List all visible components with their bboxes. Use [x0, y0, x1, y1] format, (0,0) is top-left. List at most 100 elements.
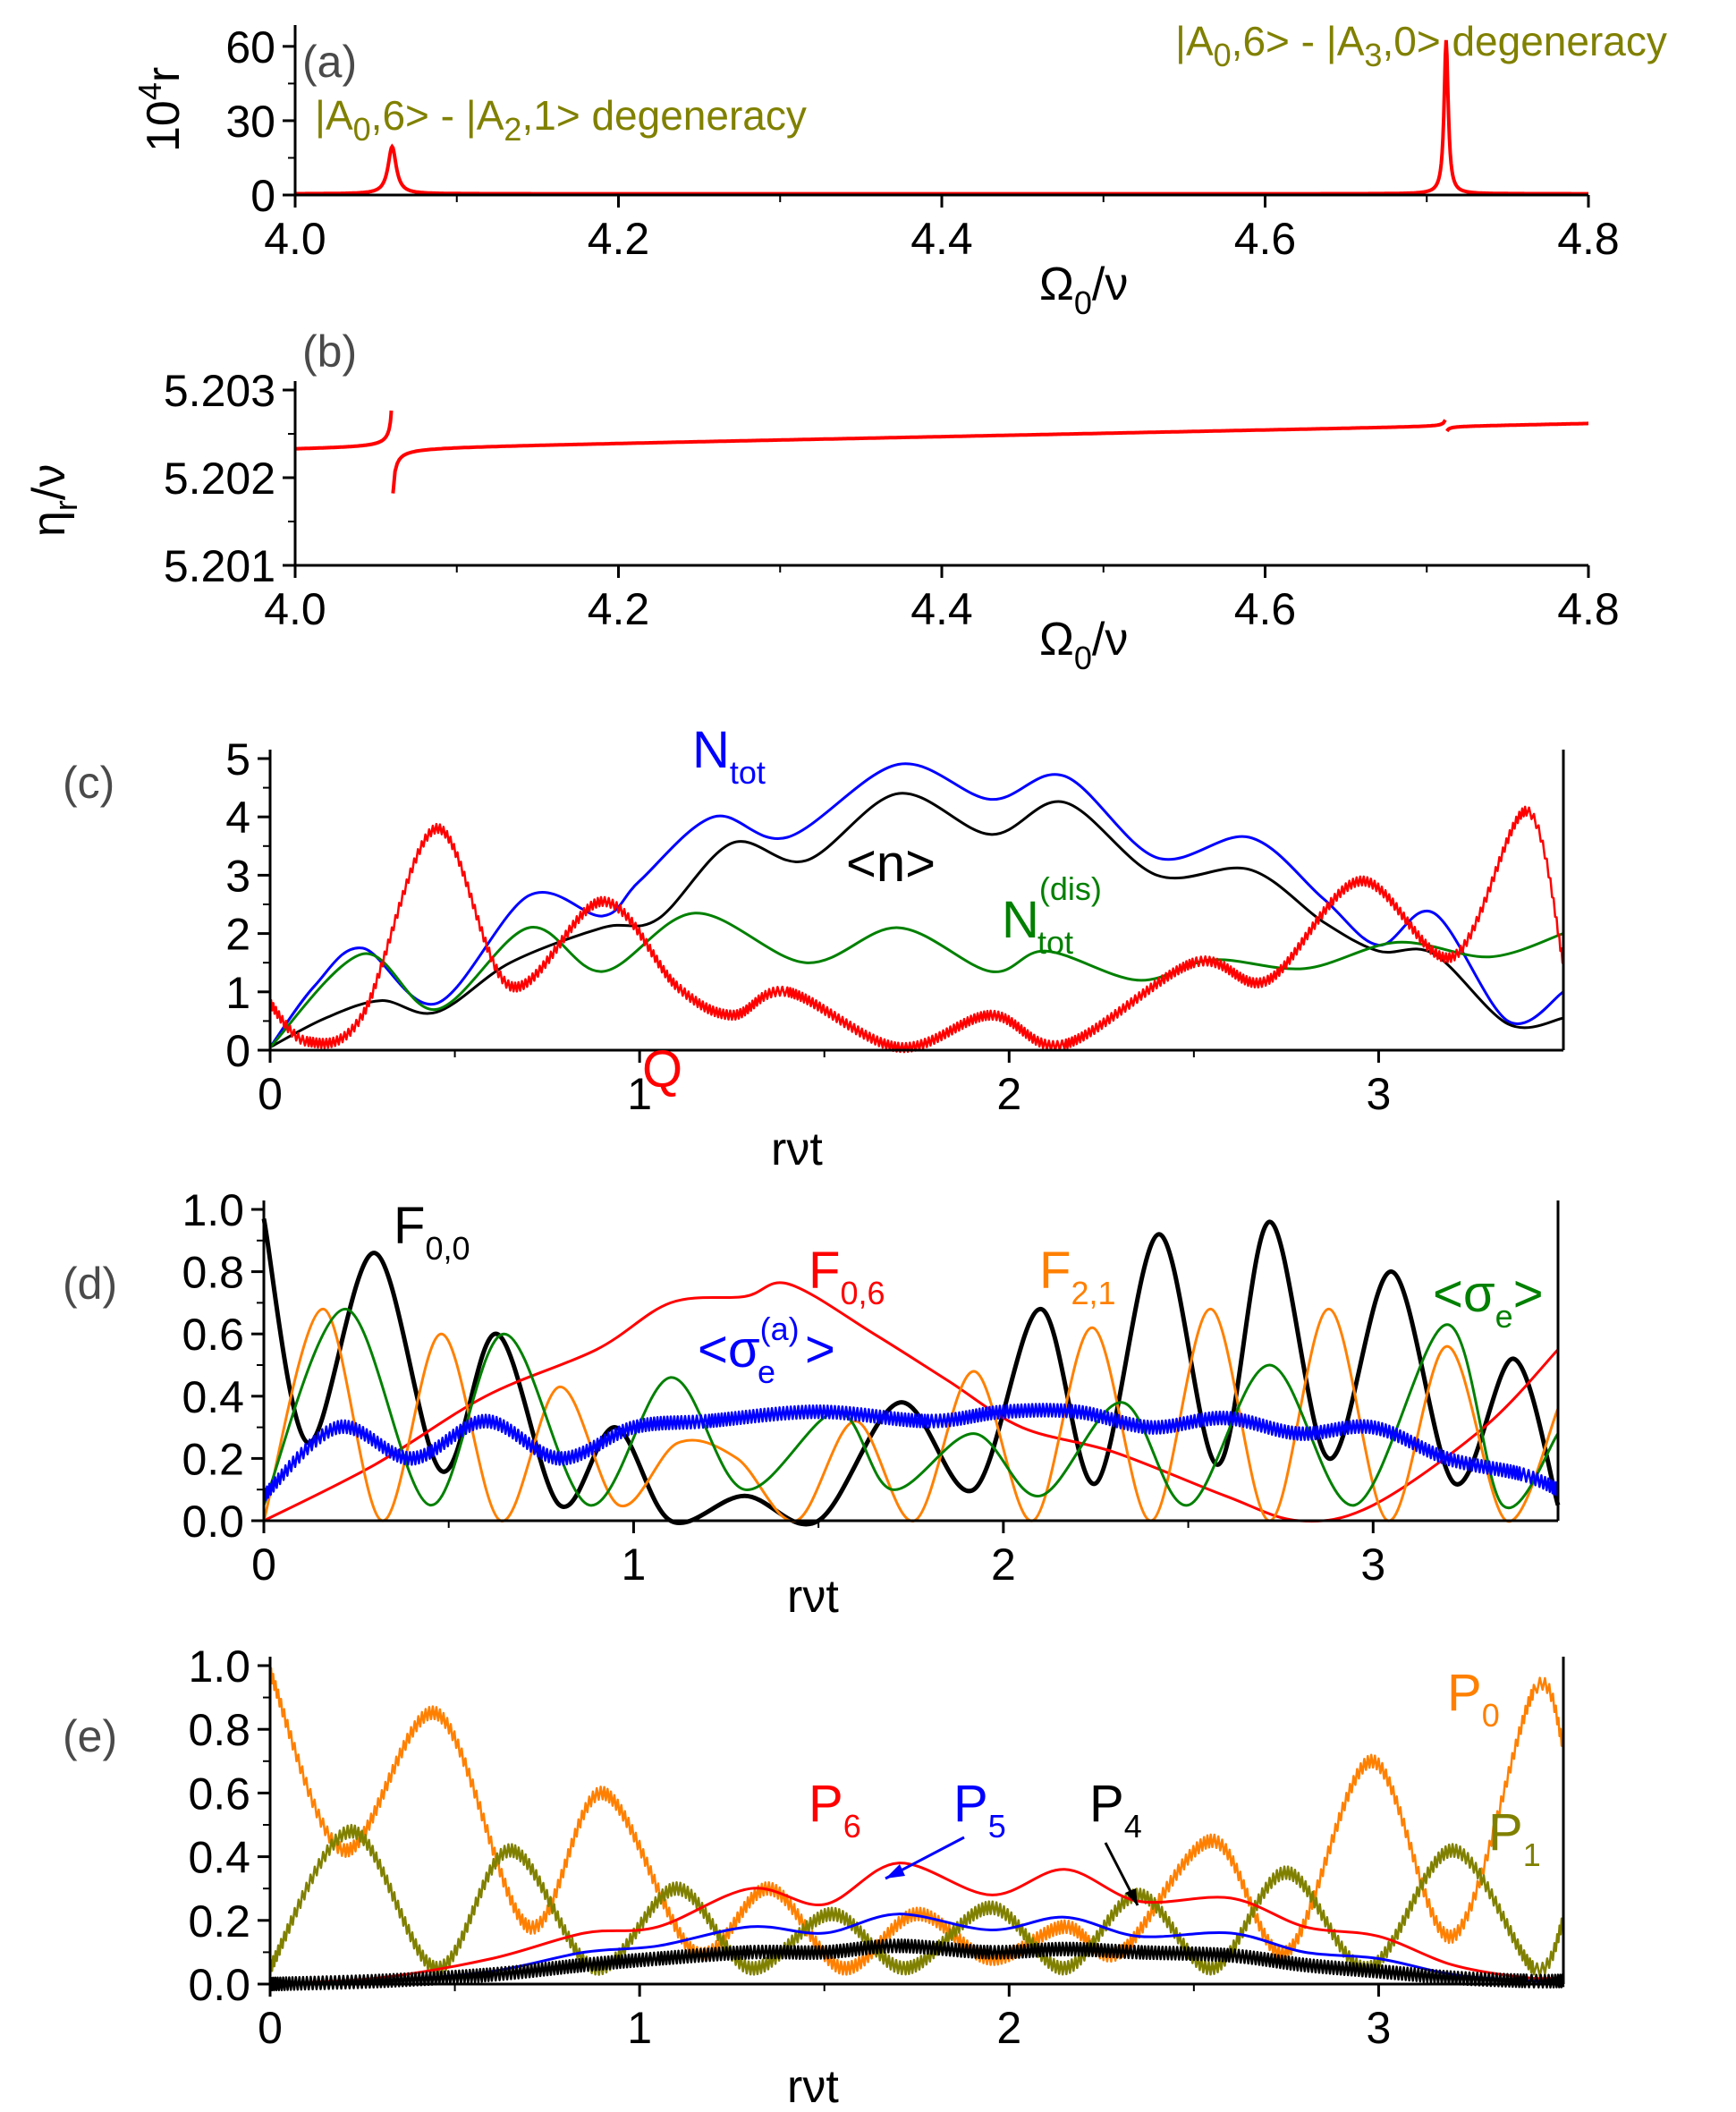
panel-c-series	[268, 762, 1565, 1054]
y-tick-label: 4	[225, 793, 250, 843]
x-tick-label: 2	[991, 1539, 1016, 1590]
panel-a-ylabel: 104r	[131, 67, 190, 152]
x-tick-label: 3	[1360, 1539, 1385, 1590]
y-tick-label: 0.8	[182, 1248, 244, 1298]
y-tick-label: 1.0	[182, 1185, 244, 1235]
y-tick-label: 0.4	[188, 1833, 250, 1883]
legend-p-4: P4	[1089, 1775, 1142, 1845]
y-tick-label: 5.202	[164, 454, 275, 504]
series-n-mean	[269, 792, 1564, 1049]
legend-f-0-6: F0,6	[809, 1242, 885, 1311]
x-tick-label: 4.2	[588, 214, 650, 264]
series-eta-r-segment-1	[391, 419, 1447, 494]
annotation-degeneracy-a0-6-a2-1: |A0,6> - |A2,1> degeneracy	[315, 92, 807, 148]
x-tick-label: 0	[258, 2003, 283, 2053]
x-tick-label: 4.6	[1234, 214, 1297, 264]
panel-e-xlabel: rνt	[787, 2061, 839, 2112]
panel-c: (c) 0 1 2 3 0 1 2 3 4 5 rνt Ntot <n> N(dis) tot Q	[63, 721, 1565, 1175]
annotation-degeneracy-a0-6-a3-0: |A0,6> - |A3,0> degeneracy	[1175, 18, 1667, 73]
y-tick-label: 5.201	[164, 541, 275, 591]
series-f-2-1	[262, 1307, 1560, 1523]
x-tick-label: 2	[996, 1069, 1021, 1119]
x-tick-label: 1	[622, 1539, 647, 1590]
panel-e: (e) 0 1 2 30.00.20.40.60.81.0 rνt P0 P1 P6 …	[63, 1641, 1565, 2112]
series-eta-r-segment-0	[294, 410, 394, 451]
series-f-0-0	[261, 1217, 1561, 1527]
series-eta-r-segment-2	[1445, 421, 1588, 433]
series-p-1	[268, 1823, 1565, 1978]
legend-p-1: P1	[1488, 1803, 1541, 1873]
series-p-6	[269, 1862, 1564, 1986]
legend-p-5: P5	[953, 1775, 1006, 1845]
y-tick-label: 60	[225, 22, 275, 72]
x-tick-label: 4.4	[910, 214, 973, 264]
series-q	[268, 805, 1565, 1054]
y-tick-label: 30	[225, 97, 275, 147]
x-tick-label: 4.0	[264, 214, 326, 264]
legend-n-mean: <n>	[846, 835, 936, 893]
y-tick-label: 0.6	[188, 1768, 250, 1819]
panel-b-xlabel: Ω0/ν	[1039, 614, 1128, 676]
y-tick-label: 0.6	[182, 1310, 244, 1360]
panel-d-xlabel: rνt	[787, 1571, 839, 1623]
series-p-4	[268, 1938, 1565, 1992]
y-tick-label: 0.0	[182, 1497, 244, 1547]
x-tick-label: 4.6	[1234, 584, 1297, 634]
panel-d-axes: 0 1 2 3 0.0 0.2 0.4 0.6 0.8 1.0	[182, 1185, 1560, 1590]
y-tick-label: 0.0	[188, 1960, 250, 2010]
legend-q: Q	[642, 1040, 682, 1098]
y-tick-label: 1.0	[188, 1641, 250, 1692]
panel-a-label: (a)	[302, 37, 357, 87]
y-tick-label: 2	[225, 910, 250, 960]
panel-e-axes: 0 1 2 3 0.0 0.2 0.4 0.6 0.8 1.0	[188, 1641, 1565, 2053]
panel-c-label: (c)	[63, 758, 114, 808]
panel-a-axes: 4.0 4.2 4.4 4.6 4.8 0 30 60	[225, 22, 1619, 264]
y-tick-label: 0.8	[188, 1705, 250, 1755]
panel-e-series	[268, 1667, 1565, 1992]
y-tick-label: 1	[225, 968, 250, 1018]
y-tick-label: 0.4	[182, 1372, 244, 1422]
legend-f-0-0: F0,0	[394, 1197, 470, 1267]
x-tick-label: 3	[1367, 2003, 1392, 2053]
x-tick-label: 1	[627, 1069, 652, 1119]
panel-d-series	[261, 1217, 1561, 1527]
series-p-0	[268, 1667, 1565, 1976]
y-tick-label: 0.2	[182, 1434, 244, 1484]
legend-p-6: P6	[809, 1775, 861, 1845]
x-tick-label: 2	[996, 2003, 1021, 2053]
panel-a-xlabel: Ω0/ν	[1039, 259, 1128, 321]
y-tick-label: 0.2	[188, 1896, 250, 1947]
panel-b-ylabel: ηr/ν	[23, 464, 84, 537]
legend-p-0: P0	[1447, 1664, 1500, 1734]
legend-n-tot: Ntot	[692, 721, 766, 791]
p5-pointer-arrowhead	[885, 1864, 905, 1879]
y-tick-label: 0	[250, 171, 275, 221]
series-sigma-e-a	[262, 1403, 1560, 1503]
panel-d-label: (d)	[63, 1259, 117, 1309]
panel-c-axes: 0 1 2 3 0 1 2 3 4 5	[225, 734, 1565, 1119]
legend-n-tot-dis: N(dis) tot	[1002, 870, 1102, 961]
x-tick-label: 0	[251, 1539, 276, 1590]
legend-sigma-e: <σe>	[1433, 1265, 1544, 1335]
legend-f-2-1: F2,1	[1039, 1242, 1115, 1311]
panel-b-series	[294, 410, 1588, 494]
x-tick-label: 4.2	[588, 584, 650, 634]
y-tick-label: 0	[225, 1026, 250, 1076]
series-n-tot	[268, 762, 1564, 1048]
x-tick-label: 4.8	[1557, 584, 1620, 634]
panel-d: (d) 0 1 2 3 0.0 0.2 0.4 0.6 0.8 1.0 rνt F0,0 F0,6…	[63, 1185, 1561, 1623]
x-tick-label: 1	[627, 2003, 652, 2053]
series-n-tot-dis	[268, 912, 1564, 1048]
legend-sigma-e-a: <σ(a) e >	[698, 1310, 835, 1390]
x-tick-label: 4.4	[910, 584, 973, 634]
panel-a: (a) 4.0 4.2 4.4 4.6 4.8 0 30 60 104r Ω0/ν |A0,6…	[131, 18, 1667, 321]
y-tick-label: 5.203	[164, 366, 275, 416]
x-tick-label: 0	[258, 1069, 283, 1119]
panel-e-label: (e)	[63, 1711, 117, 1761]
panel-c-xlabel: rνt	[771, 1124, 823, 1175]
x-tick-label: 4.8	[1557, 214, 1620, 264]
x-tick-label: 4.0	[264, 584, 326, 634]
panel-b-label: (b)	[302, 327, 357, 377]
